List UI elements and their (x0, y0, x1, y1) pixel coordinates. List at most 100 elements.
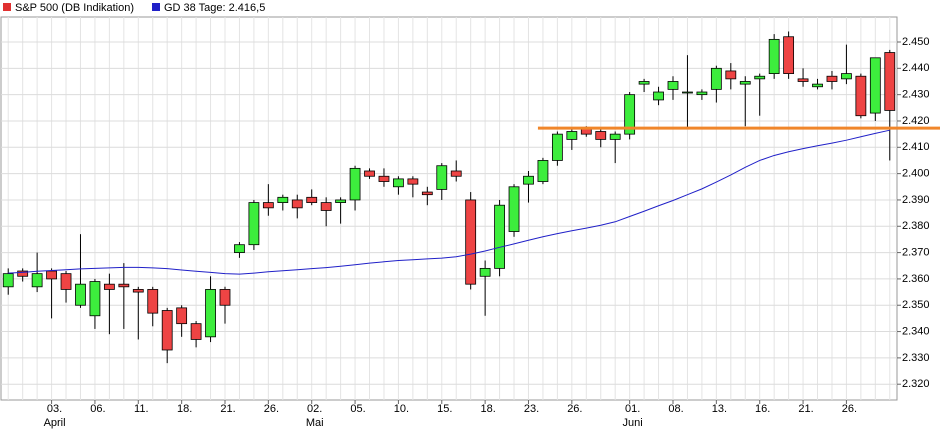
y-tick-label: 2.400 (902, 168, 930, 180)
candle-body (219, 289, 231, 306)
candle-body (537, 160, 549, 182)
x-tick-label: 02. (307, 403, 322, 415)
candle-body (653, 91, 664, 101)
y-tick-label: 2.340 (902, 325, 930, 337)
candle-body (291, 199, 303, 209)
x-tick-label: 11. (134, 403, 148, 415)
y-tick-label: 2.330 (902, 352, 930, 364)
candle-body (306, 196, 318, 203)
candle-body (797, 78, 809, 82)
x-tick-label: 18. (177, 403, 192, 415)
candle-body (205, 289, 216, 338)
y-tick-label: 2.320 (902, 378, 930, 390)
candle-body (826, 75, 838, 82)
candle-body (682, 91, 693, 94)
candle-body (523, 175, 534, 185)
candle-body (624, 94, 636, 135)
y-tick-label: 2.370 (902, 246, 930, 258)
legend-swatch (152, 3, 160, 11)
x-tick-label: 13. (712, 403, 727, 415)
candle-body (609, 133, 621, 140)
x-tick-label: 26. (842, 403, 857, 415)
candle-body (118, 283, 130, 288)
legend-label: GD 38 Tage: 2.416,5 (164, 2, 265, 14)
candle-body (75, 283, 86, 306)
candle-body (147, 289, 159, 314)
candle-body (566, 131, 578, 140)
x-tick-label: 10. (394, 403, 409, 415)
month-label: April (44, 417, 66, 429)
x-tick-label: 03. (47, 403, 62, 415)
x-tick-label: 08. (668, 403, 683, 415)
candle-body (739, 81, 751, 85)
candle-body (2, 273, 14, 288)
candle-body (638, 81, 650, 85)
candle-body (349, 167, 361, 201)
candle-body (364, 170, 375, 177)
month-label: Juni (623, 417, 643, 429)
candle-body (161, 310, 173, 351)
candle-body (783, 36, 795, 74)
y-tick-label: 2.420 (902, 115, 930, 127)
x-tick-label: 21. (220, 403, 235, 415)
candle-body (754, 75, 766, 80)
candle-body (176, 307, 188, 325)
x-tick-label: 15. (437, 403, 452, 415)
candle-body (595, 131, 607, 140)
x-tick-label: 21. (798, 403, 813, 415)
candle-body (407, 178, 419, 185)
candle-body (421, 191, 433, 196)
candle-body (234, 244, 245, 253)
candle-body (508, 186, 520, 232)
candle-body (436, 165, 448, 190)
y-tick-label: 2.410 (902, 141, 930, 153)
candle-body (768, 38, 780, 74)
candle-body (89, 281, 101, 317)
y-tick-label: 2.350 (902, 299, 930, 311)
candle-body (277, 196, 289, 203)
candle-body (103, 283, 115, 290)
candle-body (494, 204, 505, 269)
candle-body (884, 52, 896, 111)
legend-label: S&P 500 (DB Indikation) (15, 2, 134, 14)
candle-body (710, 67, 722, 90)
candle-body (551, 133, 563, 161)
x-tick-label: 01. (625, 403, 640, 415)
legend-swatch (3, 3, 11, 11)
y-tick-label: 2.390 (902, 194, 930, 206)
y-tick-label: 2.450 (902, 36, 930, 48)
candle-body (812, 83, 823, 88)
x-tick-label: 18. (480, 403, 495, 415)
candle-body (869, 57, 881, 114)
candle-body (132, 289, 144, 293)
y-tick-label: 2.360 (902, 273, 930, 285)
candle-body (479, 267, 491, 277)
candle-body (17, 270, 29, 277)
x-tick-label: 23. (524, 403, 539, 415)
candle-body (450, 170, 462, 177)
moving-average-line (8, 129, 890, 275)
candle-body (31, 273, 43, 288)
candle-body (465, 199, 477, 285)
candle-body (841, 73, 852, 80)
candle-body (378, 175, 390, 182)
candle-body (335, 199, 347, 203)
x-tick-label: 16. (755, 403, 770, 415)
x-tick-label: 06. (90, 403, 105, 415)
candle-body (320, 202, 332, 211)
candle-body (725, 70, 737, 80)
plot-frame (0, 16, 898, 401)
candle-body (46, 270, 57, 280)
candle-body (393, 178, 404, 188)
candle-body (855, 75, 867, 117)
candle-body (696, 91, 708, 96)
x-tick-label: 05. (350, 403, 365, 415)
month-label: Mai (306, 417, 324, 429)
candle-body (248, 202, 260, 246)
x-tick-label: 26. (264, 403, 279, 415)
y-tick-label: 2.430 (902, 89, 930, 101)
candle-body (667, 81, 679, 90)
candle-body (262, 202, 274, 209)
